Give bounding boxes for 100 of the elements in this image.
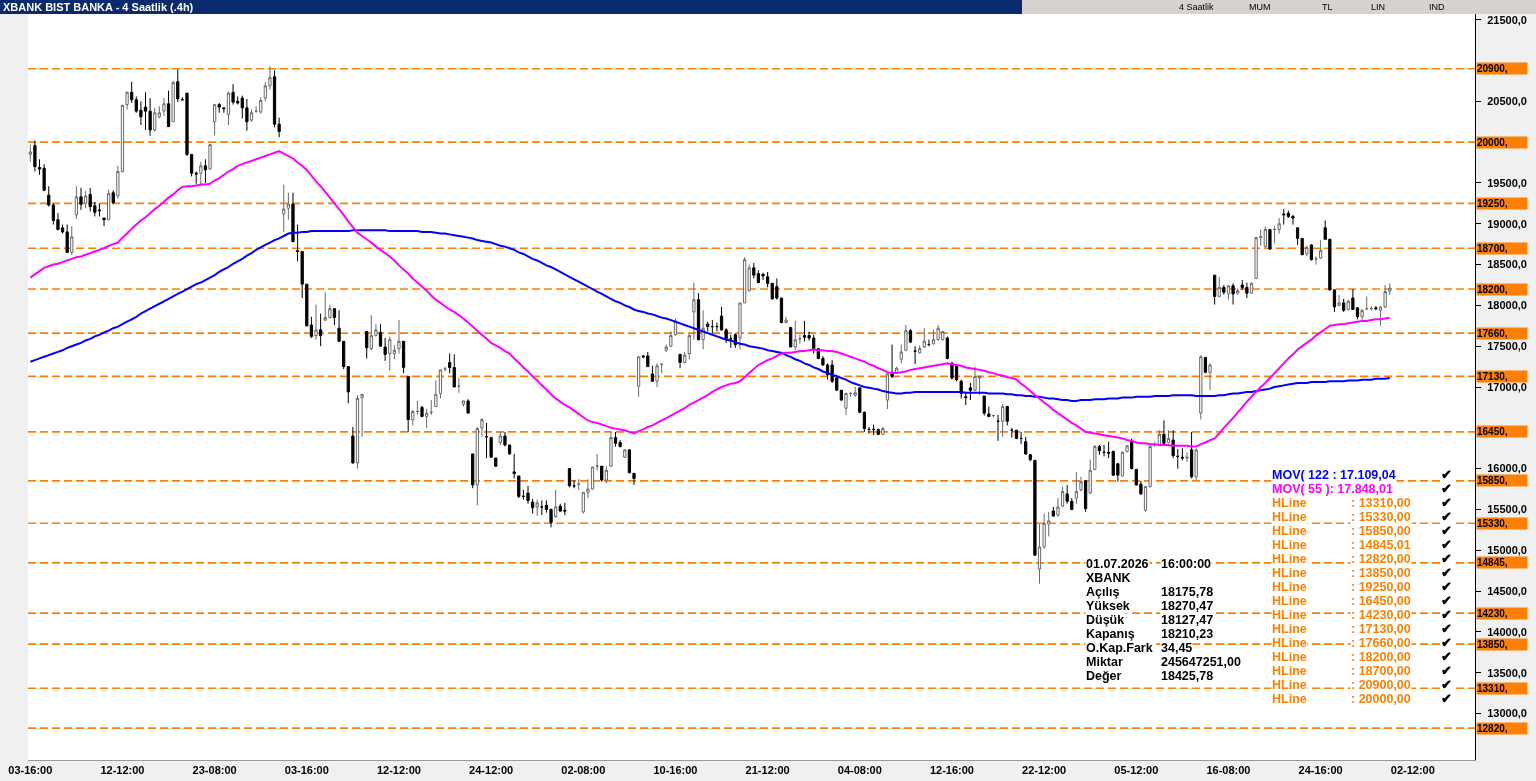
candlestick — [213, 103, 217, 137]
text: HLine : 16450,00 ✔ — [1272, 594, 1452, 608]
candlestick — [554, 489, 558, 519]
ref-line-label: 14845, — [1477, 557, 1508, 568]
x-tick-label: 03-16:00 — [8, 764, 53, 777]
candlestick — [1083, 479, 1088, 513]
text: HLine : 19250,00 ✔ — [1272, 580, 1452, 594]
candlestick — [1199, 354, 1203, 421]
candlestick — [249, 108, 254, 123]
text: Açılış 18175,78 — [1086, 585, 1214, 599]
candlestick — [111, 189, 115, 205]
ref-line-label: 17130, — [1477, 371, 1508, 382]
candlestick — [1268, 228, 1272, 251]
candlestick — [314, 304, 318, 341]
ref-line-label: 12820, — [1477, 723, 1508, 734]
text: HLine : 18200,00 ✔ — [1272, 650, 1452, 664]
candlestick — [203, 158, 208, 184]
candlestick — [231, 83, 235, 106]
candlestick — [627, 449, 632, 475]
candlestick — [1249, 282, 1254, 295]
text: HLine : 14230,00 ✔ — [1272, 608, 1452, 622]
candlestick — [904, 324, 908, 352]
candlestick — [259, 96, 263, 115]
text: Yüksek 18270,47 — [1086, 599, 1214, 613]
candlestick — [890, 344, 894, 379]
candlestick — [1051, 506, 1055, 518]
candlestick — [1282, 208, 1286, 226]
y-tick-label: 19500,0 — [1487, 176, 1527, 189]
candlestick — [706, 321, 710, 332]
candlestick — [125, 91, 129, 110]
candlestick — [484, 422, 489, 459]
ref-line-label: 18200, — [1477, 284, 1508, 295]
y-tick-label: 13500,0 — [1487, 666, 1527, 679]
text: HLine : 13310,00 ✔ — [1272, 496, 1452, 510]
candlestick — [784, 316, 788, 324]
x-tick-label: 02-08:00 — [561, 764, 606, 777]
candlestick — [70, 225, 74, 256]
x-tick-label: 16-08:00 — [1206, 764, 1251, 777]
candlestick — [406, 375, 410, 433]
candlestick — [540, 499, 544, 516]
candlestick — [1180, 447, 1184, 461]
candlestick — [1208, 362, 1212, 391]
y-tick-label: 14000,0 — [1487, 625, 1527, 638]
candlestick — [1263, 225, 1267, 248]
candlestick — [166, 90, 171, 128]
candlestick — [1120, 450, 1125, 478]
y-tick-label: 20500,0 — [1487, 95, 1527, 108]
x-tick-label: 24-12:00 — [469, 764, 514, 777]
candlestick — [1125, 444, 1129, 453]
ref-line-label: 17660, — [1477, 328, 1508, 339]
candlestick — [1010, 427, 1014, 439]
candlestick — [226, 91, 231, 126]
candlestick — [968, 382, 973, 401]
candlestick — [475, 426, 479, 506]
candlestick — [346, 366, 350, 404]
candlestick — [1171, 429, 1175, 459]
candlestick — [1305, 245, 1309, 257]
candlestick — [1166, 429, 1171, 444]
ref-line-label: 20900, — [1477, 63, 1508, 74]
text: MOV( 55 ): 17.848,01 ✔ — [1272, 482, 1452, 496]
candlestick — [452, 353, 456, 388]
candlestick — [434, 379, 438, 408]
candlestick — [1097, 444, 1102, 456]
candlestick — [1314, 255, 1318, 266]
candlestick — [802, 320, 807, 342]
candlestick — [429, 399, 433, 416]
candlestick — [729, 334, 733, 349]
candlestick — [1374, 305, 1378, 311]
candlestick — [798, 334, 802, 345]
candlestick — [79, 187, 83, 211]
candlestick — [401, 340, 406, 374]
candlestick — [1189, 431, 1194, 479]
ref-line-label: 15850, — [1477, 475, 1508, 486]
candlestick — [65, 224, 69, 254]
candlestick — [1079, 476, 1083, 492]
candlestick — [604, 465, 608, 484]
candlestick — [1028, 453, 1032, 462]
candlestick — [480, 417, 484, 438]
candlestick — [530, 498, 535, 515]
candlestick — [793, 320, 797, 351]
candlestick — [1162, 419, 1166, 446]
candlestick — [918, 344, 922, 355]
candlestick — [867, 426, 871, 435]
text: HLine : 15850,00 ✔ — [1272, 524, 1452, 538]
candlestick — [1093, 444, 1097, 471]
candlestick — [908, 328, 913, 344]
candlestick — [388, 335, 392, 372]
y-tick-label: 15500,0 — [1487, 503, 1527, 516]
candlestick — [360, 393, 364, 438]
candlestick — [609, 431, 613, 468]
y-tick-label: 18000,0 — [1487, 299, 1527, 312]
line-series — [29, 150, 1391, 448]
y-tick-label: 14500,0 — [1487, 584, 1527, 597]
candlestick — [1217, 276, 1221, 298]
text: HLine : 20900,00 ✔ — [1272, 678, 1452, 692]
candlestick — [876, 428, 880, 436]
candlestick — [1213, 274, 1217, 306]
candlestick — [438, 369, 443, 399]
candlestick — [964, 391, 968, 406]
candlestick — [1365, 295, 1369, 311]
